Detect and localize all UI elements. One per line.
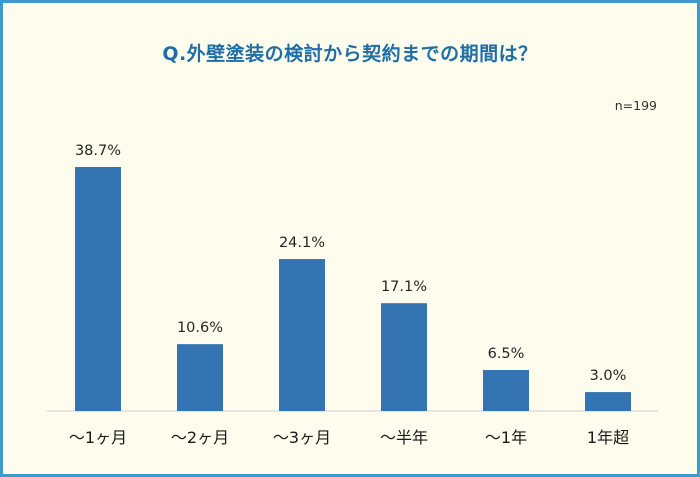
bar-2 (177, 344, 223, 411)
bar-1 (75, 167, 121, 411)
bar-value-label-5: 6.5% (488, 346, 525, 362)
category-label-3: ～3ヶ月 (273, 428, 331, 447)
category-label-4: ～半年 (380, 428, 428, 447)
bar-value-label-3: 24.1% (279, 235, 325, 251)
bar-series: 38.7% ～1ヶ月 10.6% ～2ヶ月 24.1% ～3ヶ月 17.1% ～半年 6.5% ～… (69, 143, 631, 447)
bar-value-label-2: 10.6% (177, 320, 223, 336)
category-label-6: 1年超 (587, 428, 629, 447)
chart-title: Q.外壁塗装の検討から契約までの期間は？ (162, 43, 538, 65)
bar-3 (279, 259, 325, 411)
bar-4 (381, 303, 427, 411)
bar-value-label-4: 17.1% (381, 279, 427, 295)
sample-size-label: n=199 (614, 98, 657, 113)
category-label-5: ～1年 (485, 428, 527, 447)
category-label-2: ～2ヶ月 (171, 428, 229, 447)
bar-value-label-6: 3.0% (590, 368, 627, 384)
bar-6 (585, 392, 631, 411)
category-label-1: ～1ヶ月 (69, 428, 127, 447)
bar-value-label-1: 38.7% (75, 143, 121, 159)
bar-5 (483, 370, 529, 411)
